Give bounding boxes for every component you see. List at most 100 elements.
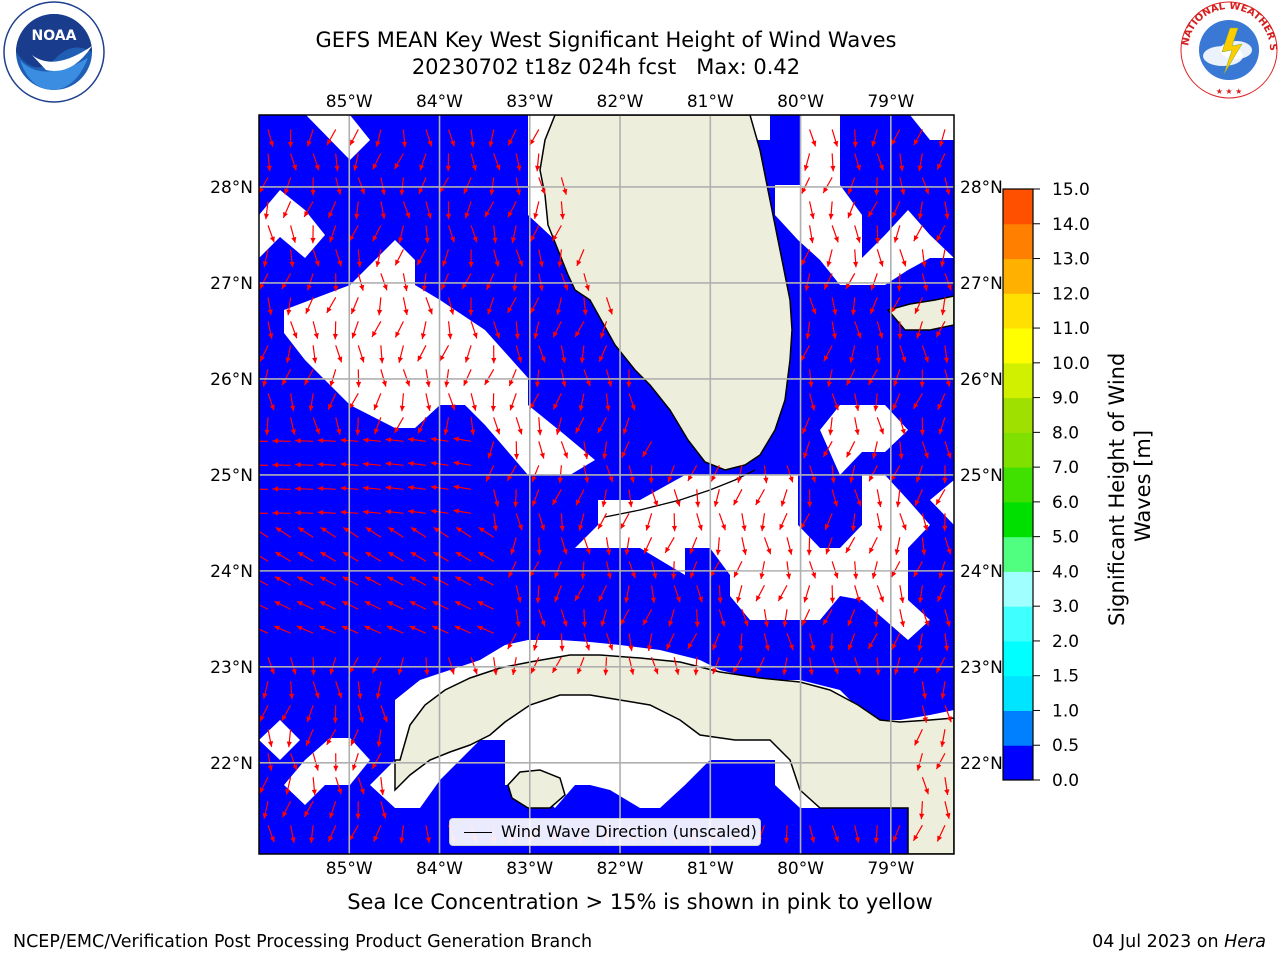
wave-direction-arrow	[829, 633, 835, 652]
wave-direction-arrow	[409, 576, 427, 586]
wave-direction-arrow	[777, 584, 788, 602]
wave-direction-arrow	[893, 369, 901, 387]
wave-direction-arrow	[334, 153, 340, 172]
wave-direction-arrow	[695, 489, 701, 508]
wave-direction-arrow	[417, 417, 427, 434]
colorbar-label: 7.0	[1052, 458, 1079, 478]
wave-direction-arrow	[259, 555, 269, 562]
wave-direction-arrow	[689, 561, 698, 579]
wave-direction-arrow	[786, 633, 794, 651]
lat-tick-left: 28°N	[210, 178, 253, 198]
wave-direction-arrow	[831, 297, 838, 316]
wave-direction-arrow	[673, 489, 681, 507]
wave-direction-arrow	[402, 297, 409, 316]
lat-tick-right: 25°N	[960, 466, 1003, 486]
wave-direction-arrow	[826, 249, 833, 267]
wave-direction-arrow	[666, 633, 675, 650]
wave-direction-arrow	[849, 465, 856, 483]
wave-direction-arrow	[464, 345, 472, 363]
wave-direction-arrow	[470, 657, 478, 675]
wave-direction-arrow	[455, 551, 472, 562]
colorbar-cell	[1003, 293, 1033, 329]
wave-direction-arrow	[938, 561, 946, 579]
wave-direction-arrow	[551, 489, 562, 506]
wave-direction-arrow	[351, 321, 359, 339]
wave-direction-arrow	[733, 561, 743, 578]
lat-tick-left: 25°N	[210, 466, 253, 486]
footer-host: Hera	[1224, 932, 1266, 952]
wave-direction-arrow	[805, 321, 811, 340]
wave-direction-arrow	[357, 345, 365, 363]
wave-direction-arrow	[831, 129, 839, 147]
colorbar-cell	[1003, 501, 1033, 538]
colorbar-title: Significant Height of Wind Waves [m]	[1105, 346, 1155, 626]
wave-direction-arrow	[921, 681, 927, 700]
wave-direction-arrow	[786, 465, 794, 483]
wave-direction-arrow	[847, 201, 856, 219]
wave-direction-arrow	[867, 632, 878, 650]
wave-direction-arrow	[272, 486, 291, 492]
wave-direction-arrow	[329, 801, 337, 819]
footer-date: 04 Jul 2023 on Hera	[1092, 932, 1266, 952]
colorbar-label: 15.0	[1052, 180, 1090, 200]
wave-direction-arrow	[899, 513, 907, 531]
wave-direction-arrow	[912, 824, 923, 842]
wave-direction-arrow	[600, 609, 608, 627]
wave-direction-arrow	[464, 201, 472, 219]
wave-direction-arrow	[760, 513, 766, 532]
wave-direction-arrow	[272, 438, 291, 444]
wave-direction-arrow	[668, 609, 675, 627]
wave-direction-arrow	[624, 585, 630, 604]
wave-direction-arrow	[853, 249, 859, 268]
noaa-logo: NOAA	[3, 1, 105, 103]
wave-direction-arrow	[942, 513, 948, 532]
wave-direction-arrow	[582, 297, 588, 316]
wave-direction-arrow	[297, 526, 314, 538]
wave-direction-arrow	[944, 609, 951, 627]
wave-direction-arrow	[899, 609, 906, 627]
wave-direction-arrow	[515, 153, 522, 172]
wave-direction-arrow	[326, 728, 337, 746]
wave-direction-arrow	[847, 609, 856, 627]
wave-direction-arrow	[362, 437, 381, 443]
wave-direction-arrow	[876, 585, 884, 603]
wave-direction-arrow	[267, 129, 274, 147]
wave-direction-arrow	[944, 801, 951, 819]
wave-direction-arrow	[376, 729, 382, 748]
wave-direction-arrow	[386, 600, 404, 610]
wave-direction-arrow	[944, 369, 951, 387]
map-title-line-2: 20230702 t18z 024h fcst Max: 0.42	[411, 55, 801, 79]
wave-direction-arrow	[560, 609, 568, 627]
wave-direction-arrow	[914, 728, 923, 746]
wave-direction-arrow	[921, 609, 930, 627]
land-masses	[394, 115, 954, 854]
wave-direction-arrow	[267, 225, 275, 243]
wave-direction-arrow	[306, 273, 314, 291]
colorbar-label: 3.0	[1052, 597, 1079, 617]
wave-direction-arrow	[477, 551, 494, 562]
wave-direction-arrow	[850, 513, 857, 532]
wave-direction-arrow	[741, 609, 749, 627]
lon-tick-top: 79°W	[867, 92, 914, 112]
wave-direction-arrow	[275, 526, 291, 538]
wave-direction-arrow	[806, 537, 812, 556]
colorbar-label: 6.0	[1052, 493, 1079, 513]
wave-direction-arrow	[944, 705, 952, 723]
colorbar-label: 13.0	[1052, 250, 1090, 270]
wave-direction-arrow	[486, 273, 495, 291]
wave-direction-arrow	[530, 656, 540, 674]
wave-direction-arrow	[651, 657, 659, 675]
wave-direction-arrow	[267, 297, 273, 316]
wave-direction-arrow	[822, 608, 833, 626]
wave-direction-arrow	[913, 656, 923, 674]
wave-direction-arrow	[696, 585, 703, 603]
wave-direction-arrow	[535, 585, 541, 604]
wave-direction-arrow	[281, 704, 292, 722]
nws-logo: NATIONAL WEATHER SERVICE ★ ★ ★	[1178, 0, 1278, 99]
wave-direction-arrow	[552, 321, 562, 338]
wave-direction-arrow	[940, 681, 946, 700]
wave-direction-arrow	[687, 465, 698, 482]
wave-direction-arrow	[890, 465, 901, 482]
colorbar-label: 10.0	[1052, 354, 1090, 374]
wave-direction-arrow	[532, 633, 540, 651]
